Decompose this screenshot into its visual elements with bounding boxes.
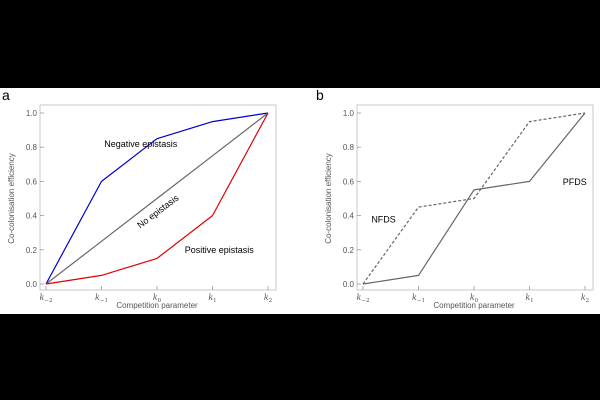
panel-b-ytick-label: 0.2 xyxy=(343,246,355,255)
panel-a-xtick-subscript: −2 xyxy=(44,298,52,304)
panel-b-xtick-base: k xyxy=(412,293,417,302)
panel-b-ytick-label: 1.0 xyxy=(343,109,355,118)
panel-a-xtick-subscript: 1 xyxy=(213,298,217,304)
panel-b-xtick-base: k xyxy=(357,293,362,302)
panel-a-xtick-label: k1 xyxy=(208,293,216,304)
panel-b-ytick-label: 0.0 xyxy=(343,280,355,289)
panel-b-y-axis-title: Co-colonisation efficiency xyxy=(324,153,333,244)
panel-a-annotation: Negative epistasis xyxy=(104,139,178,149)
panel-b-ytick-label: 0.4 xyxy=(343,212,355,221)
panel-b-xtick-base: k xyxy=(470,293,475,302)
panel-a-xtick-base: k xyxy=(153,293,158,302)
panel-a-xtick-base: k xyxy=(40,293,45,302)
panel-b-xtick-label: k2 xyxy=(581,293,589,304)
panel-b-xtick-subscript: 2 xyxy=(586,298,590,304)
panel-a-xtick-base: k xyxy=(95,293,100,302)
panel-a-ytick-label: 0.8 xyxy=(26,143,38,152)
panel-b-annotation: PFDS xyxy=(563,177,587,187)
panel-a-xtick-base: k xyxy=(208,293,213,302)
panel-a-xtick-subscript: 2 xyxy=(269,298,273,304)
panel-b-xtick-label: k1 xyxy=(525,293,533,304)
panel-b-plot-frame xyxy=(356,104,594,291)
panel-b-series-line-pfds xyxy=(362,112,586,285)
panel-b-xtick-label: k−2 xyxy=(357,293,370,304)
panel-b-xtick-subscript: 0 xyxy=(475,298,479,304)
panel-a-xtick-label: k−2 xyxy=(40,293,53,304)
panel-b-xtick-label: k0 xyxy=(470,293,479,304)
panel-a-xtick-label: k−1 xyxy=(95,293,108,304)
panel-b-series-line-nfds xyxy=(362,112,586,285)
panel-a-y-axis-title: Co-colonisation efficiency xyxy=(7,153,16,244)
panel-b-annotation: NFDS xyxy=(371,214,396,224)
panel-a-series-line-negative-epistasis xyxy=(45,112,269,285)
panel-a-xtick-label: k0 xyxy=(153,293,162,304)
figure-background xyxy=(0,88,600,314)
panel-a-xtick-subscript: −1 xyxy=(100,298,108,304)
panel-b-xtick-subscript: 1 xyxy=(530,298,534,304)
panel-a-xtick-subscript: 0 xyxy=(158,298,162,304)
panel-a-ytick-label: 0.2 xyxy=(26,246,38,255)
panel-b-x-axis-title: Competition parameter xyxy=(433,301,515,310)
panel-letter-b: b xyxy=(316,87,324,103)
panel-a-series-line-positive-epistasis xyxy=(45,112,269,285)
panel-a-ytick-label: 0.4 xyxy=(26,212,38,221)
panel-letter-a: a xyxy=(2,87,10,103)
panel-b-ytick-label: 0.6 xyxy=(343,177,355,186)
panel-a-ytick-label: 1.0 xyxy=(26,109,38,118)
panel-b-ytick-label: 0.8 xyxy=(343,143,355,152)
panel-a-ytick-label: 0.0 xyxy=(26,280,38,289)
panel-b-xtick-label: k−1 xyxy=(412,293,425,304)
panel-a-ytick-label: 0.6 xyxy=(26,177,38,186)
panel-b-chart: 0.00.20.40.60.81.0k−2 k−1 k0 k1 k2Competitio… xyxy=(324,104,594,310)
panel-a-chart: 0.00.20.40.60.81.0k−2 k−1 k0 k1 k2Competitio… xyxy=(7,104,277,310)
panel-a-x-axis-title: Competition parameter xyxy=(116,301,198,310)
panel-b-xtick-subscript: −2 xyxy=(361,298,369,304)
panel-a-xtick-base: k xyxy=(264,293,269,302)
panel-a-plot-frame xyxy=(39,104,277,291)
panel-b-xtick-base: k xyxy=(581,293,586,302)
panel-a-series-line-no-epistasis xyxy=(45,112,269,285)
panel-a-annotation: Positive epistasis xyxy=(185,245,255,255)
panel-b-xtick-subscript: −1 xyxy=(417,298,425,304)
panel-a-xtick-label: k2 xyxy=(264,293,272,304)
panel-b-xtick-base: k xyxy=(525,293,530,302)
